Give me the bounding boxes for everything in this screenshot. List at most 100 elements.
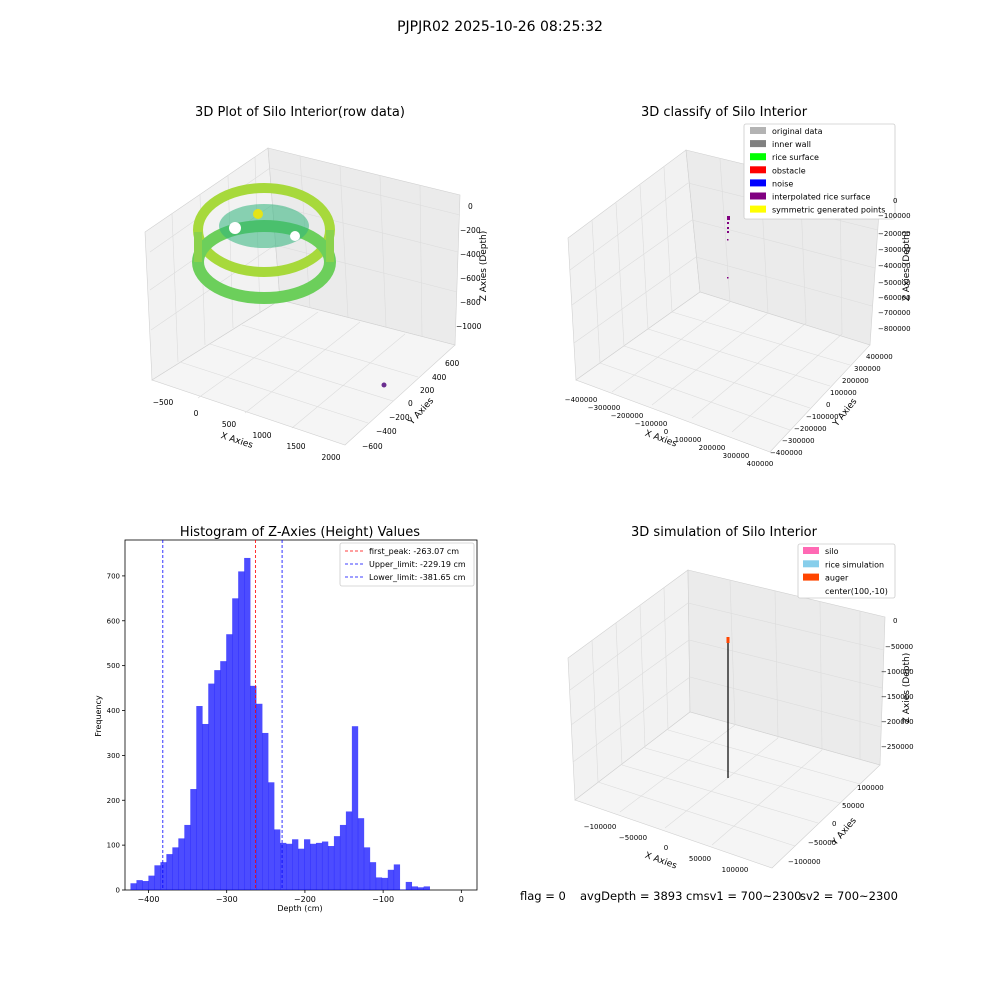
svg-text:−200: −200	[460, 226, 481, 235]
histogram-bar	[309, 843, 317, 890]
histogram-bar	[369, 862, 377, 890]
svg-text:−400000: −400000	[878, 262, 911, 270]
histogram-bar	[184, 824, 191, 890]
classify-legend-label: noise	[772, 179, 793, 188]
histogram-bar	[274, 829, 281, 890]
histogram-ytick-label: 400	[107, 707, 120, 715]
sim-status-sv2: sv2 = 700~2300	[800, 889, 898, 903]
histogram-legend-label: Upper_limit: -229.19 cm	[369, 560, 466, 569]
svg-text:400: 400	[432, 373, 447, 382]
svg-text:0: 0	[664, 428, 668, 436]
histogram-bar	[280, 842, 287, 890]
svg-text:−400000: −400000	[565, 396, 598, 404]
classify-yticks: 400000 300000 200000 100000 0 −100000 −2…	[770, 353, 893, 457]
histogram-bar	[327, 846, 335, 890]
classify-legend-swatch	[750, 192, 766, 200]
panel-histogram: Histogram of Z-Axies (Height) Values −40…	[94, 525, 478, 913]
figure-suptitle: PJPJR02 2025-10-26 08:25:32	[397, 19, 603, 35]
sim-legend-label: silo	[825, 547, 839, 556]
classify-zticks: 0 −100000 −200000 −300000 −400000 −50000…	[878, 197, 911, 333]
sim-legend-swatch	[803, 573, 819, 581]
histogram-bar	[154, 865, 161, 890]
histogram-bar	[250, 685, 257, 890]
sim-zlabel: Z Axies (Depth)	[902, 653, 912, 724]
raw-rice-surface	[219, 204, 309, 248]
svg-text:−200000: −200000	[794, 425, 827, 433]
histogram-bar	[172, 847, 179, 890]
raw-gap	[229, 222, 241, 234]
sim-grid	[569, 579, 885, 847]
classify-legend-swatch	[750, 153, 766, 161]
classify-legend-swatch	[750, 205, 766, 213]
raw-gap	[290, 231, 300, 241]
histogram-bar	[232, 598, 239, 890]
svg-text:−100000: −100000	[584, 823, 617, 831]
svg-text:600: 600	[445, 359, 460, 368]
histogram-bars	[130, 557, 430, 890]
svg-text:−600: −600	[362, 442, 383, 451]
svg-text:100000: 100000	[857, 784, 884, 792]
svg-text:−400000: −400000	[770, 449, 803, 457]
classify-xticks: −400000 −300000 −200000 −100000 0 100000…	[565, 396, 774, 468]
histogram-bar	[387, 869, 395, 890]
histogram-ytick-label: 0	[116, 887, 120, 895]
histogram-bar	[286, 843, 293, 890]
classify-legend-label: rice surface	[772, 153, 819, 162]
svg-text:200000: 200000	[699, 444, 726, 452]
classify-xlabel: X Axies	[643, 429, 678, 450]
histogram-bar	[190, 789, 197, 890]
classify-legend: original data inner wall rice surface obsta…	[743, 123, 896, 220]
histogram-bar	[298, 848, 305, 890]
sim-legend-label: center(100,-10)	[825, 587, 888, 596]
svg-text:−400: −400	[460, 250, 481, 259]
svg-text:0: 0	[468, 202, 473, 211]
svg-text:−50000: −50000	[619, 834, 647, 842]
histogram-xtick-label: −100	[372, 895, 394, 904]
histogram-bar	[405, 881, 413, 890]
svg-text:0: 0	[664, 844, 668, 852]
svg-text:−50000: −50000	[808, 839, 836, 847]
histogram-bar	[262, 732, 269, 890]
sim-legend-swatch	[803, 547, 819, 554]
classify-legend-label: symmetric generated points	[772, 206, 885, 215]
svg-text:50000: 50000	[842, 802, 864, 810]
svg-text:−100000: −100000	[806, 413, 839, 421]
histogram-ytick-label: 700	[107, 572, 120, 580]
panel-raw-title: 3D Plot of Silo Interior(row data)	[195, 105, 405, 120]
raw-floor-pane	[151, 299, 456, 446]
histogram-xtick-label: −200	[294, 895, 316, 904]
svg-text:200: 200	[420, 386, 435, 395]
histogram-bar	[393, 864, 401, 890]
classify-legend-label: obstacle	[772, 166, 806, 175]
svg-text:−200000: −200000	[611, 412, 644, 420]
histogram-legend-label: Lower_limit: -381.65 cm	[369, 573, 466, 582]
svg-text:−300000: −300000	[782, 437, 815, 445]
svg-text:0: 0	[893, 197, 897, 205]
histogram-bar	[160, 862, 167, 890]
histogram-ytick-label: 100	[107, 842, 120, 850]
histogram-title: Histogram of Z-Axies (Height) Values	[180, 525, 420, 540]
histogram-ytick-label: 200	[107, 797, 120, 805]
svg-text:−100000: −100000	[788, 858, 821, 866]
histogram-bar	[142, 881, 149, 890]
histogram-bar	[363, 847, 371, 890]
histogram-bar	[220, 661, 227, 890]
svg-text:500: 500	[222, 420, 237, 429]
histogram-yticks: 0 100 200 300 400 500 600 700	[107, 572, 125, 895]
svg-text:−800: −800	[460, 298, 481, 307]
svg-text:−200000: −200000	[878, 230, 911, 238]
histogram-xticks: −400 −300 −200 −100 0	[137, 890, 464, 904]
sim-status-flag: flag = 0	[520, 889, 566, 903]
svg-text:−100000: −100000	[635, 420, 668, 428]
classify-zlabel: Z Axies (Depth)	[902, 231, 912, 302]
svg-text:−50000: −50000	[885, 643, 913, 651]
histogram-bar	[304, 839, 311, 890]
raw-xticks: −500 0 500 1000 1500 2000	[153, 398, 341, 462]
classify-points	[727, 216, 730, 279]
histogram-bar	[315, 842, 323, 890]
histogram-bar	[226, 634, 233, 890]
classify-floor-pane	[575, 291, 871, 453]
svg-text:−800000: −800000	[878, 325, 911, 333]
histogram-bar	[423, 886, 430, 890]
histogram-vlines	[162, 540, 283, 890]
